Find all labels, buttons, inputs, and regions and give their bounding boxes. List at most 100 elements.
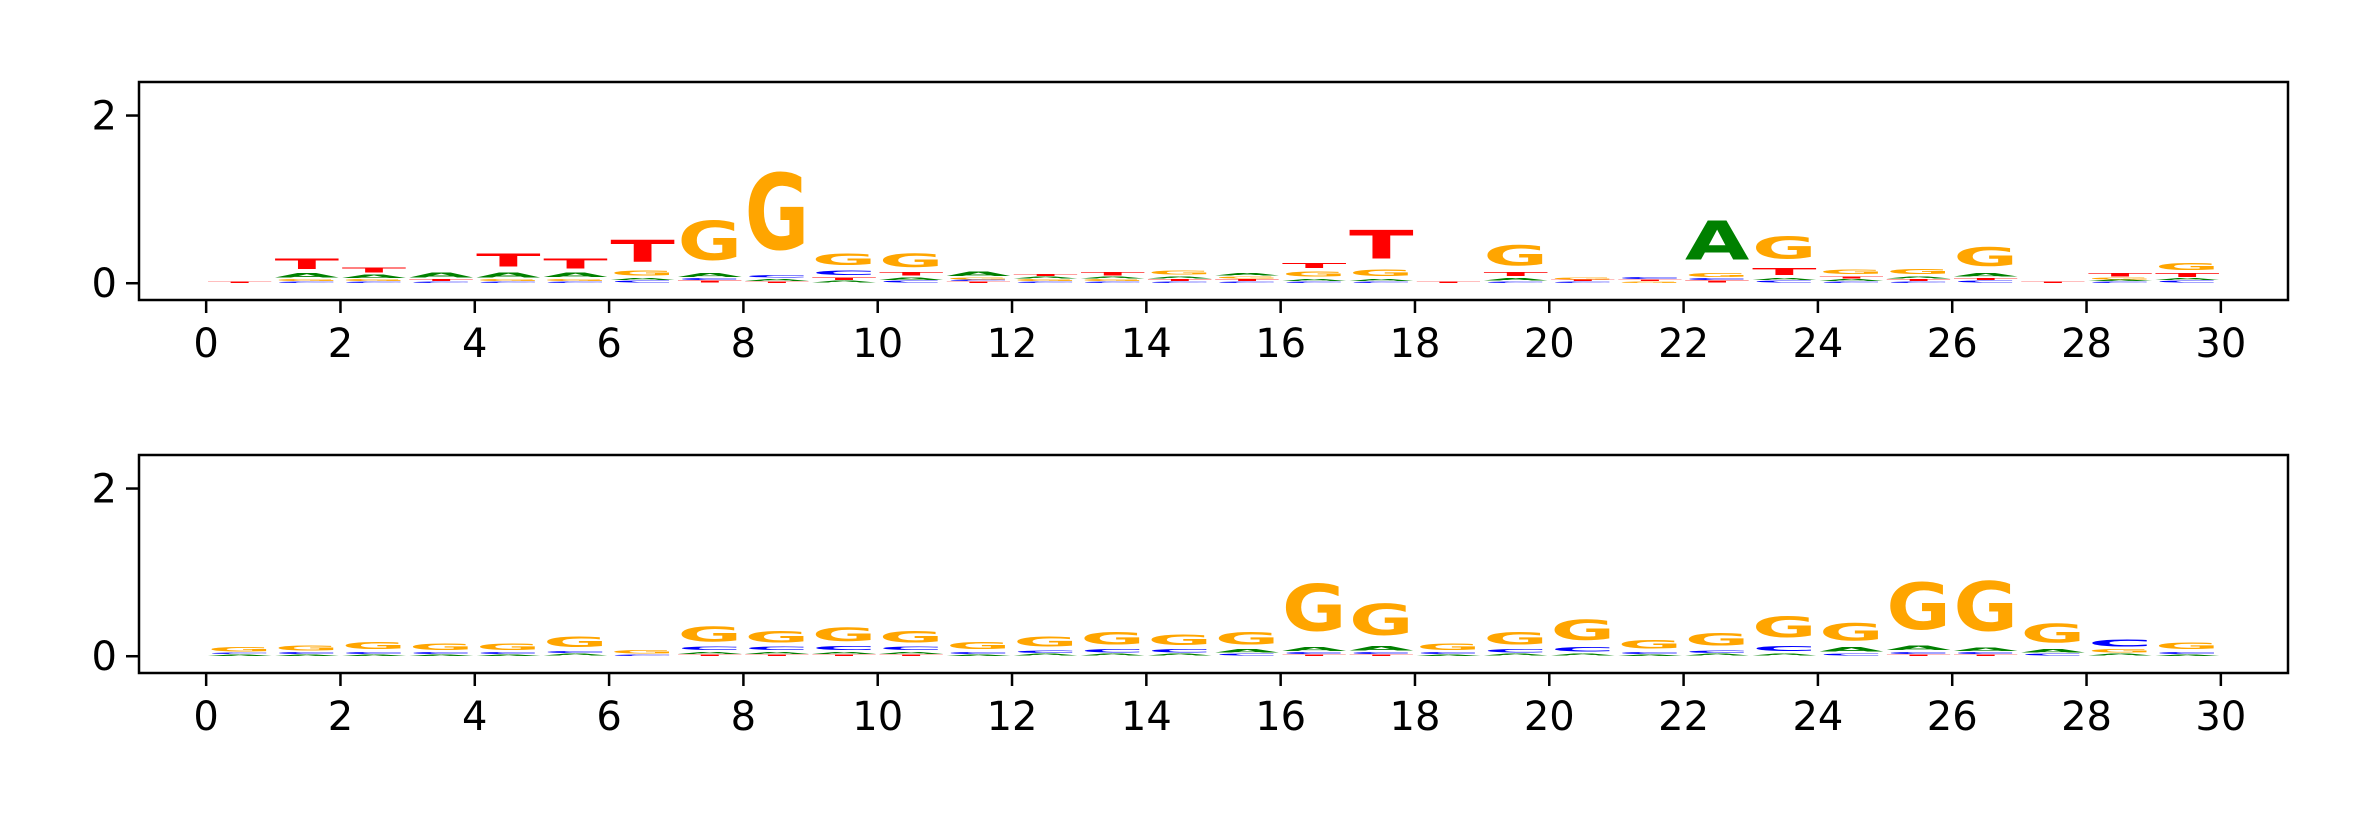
- logo-letter-T-pos-29: T: [2155, 272, 2220, 278]
- logo-letter-A-pos-23: A: [1752, 653, 1817, 656]
- logo-letter-A-pos-0: A: [207, 655, 272, 657]
- logo-letter-T-pos-17: T: [1349, 655, 1414, 657]
- logo-letter-T-pos-8: T: [745, 282, 810, 284]
- logo-letters: T CGATCGATCTACGATCGATCAGTTCAGTACGATCGCATG…: [207, 153, 2220, 283]
- logo-letter-G-pos-7: G: [678, 210, 742, 272]
- logo-letter-C-pos-24: C: [1819, 653, 1883, 656]
- logo-letter-G-pos-4: G: [476, 642, 540, 652]
- x-tick-label: 6: [596, 694, 621, 740]
- x-tick-label: 4: [462, 694, 487, 740]
- logo-letter-A-pos-19: A: [1483, 277, 1548, 281]
- logo-letter-G-pos-13: G: [1081, 279, 1145, 282]
- logo-letter-G-pos-15: G: [1215, 277, 1279, 280]
- logo-letter-T-pos-19: T: [1483, 272, 1548, 278]
- logo-letter-A-pos-22: A: [1685, 654, 1750, 657]
- logo-letter-G-pos-10: G: [879, 628, 943, 646]
- logo-letter-C-pos-26: C: [1954, 652, 2018, 655]
- logo-letter-G-pos-23: G: [1752, 231, 1816, 266]
- logo-letter-G-pos-12: G: [1013, 279, 1077, 282]
- logo-letter-T-pos-14: T: [1148, 279, 1213, 282]
- logo-letter-A-pos-27: A: [2021, 649, 2086, 654]
- logo-letter-C-pos-12: C: [1013, 282, 1077, 284]
- logo-letter-C-pos-8: C: [745, 646, 809, 651]
- logo-letter-C-pos-10: C: [879, 281, 943, 284]
- x-tick-label: 16: [1255, 694, 1306, 740]
- logo-letter-A-pos-20: A: [1551, 653, 1616, 656]
- logo-letter-A-pos-7: A: [678, 651, 743, 654]
- logo-letter-C-pos-17: C: [1349, 282, 1413, 284]
- logo-letter-T-pos-26: T: [1954, 277, 2019, 280]
- logo-letter-A-pos-29: A: [2155, 655, 2220, 657]
- x-tick-label: 30: [2195, 694, 2246, 740]
- logo-letter-G-pos-9: G: [812, 251, 876, 269]
- logo-letter-C-pos-6: C: [610, 281, 674, 284]
- logo-letter-A-pos-5: A: [543, 654, 608, 657]
- logo-letter-A-pos-10: A: [879, 651, 944, 654]
- logo-letter-C-pos-7: C: [678, 278, 742, 281]
- logo-letter-A-pos-12: A: [1013, 654, 1078, 657]
- logo-letter-A-pos-29: A: [2155, 278, 2220, 281]
- logo-letter-A-pos-8: A: [745, 278, 810, 281]
- logo-letter-G-pos-8: G: [745, 153, 809, 274]
- logo-letter-G-pos-2: G: [342, 279, 406, 282]
- logo-letter-T-pos-17: T: [1349, 223, 1413, 269]
- logo-letter-G-pos-2: G: [342, 640, 406, 652]
- logo-letter-C-pos-26: C: [1954, 281, 2018, 284]
- logo-letter-T-pos-25: T: [1886, 279, 1951, 282]
- logo-letter-T-pos-18: T: [1416, 282, 1481, 284]
- logo-letter-T-pos-15: T: [1215, 279, 1280, 282]
- logo-letter-C-pos-1: C: [275, 282, 339, 284]
- logo-letter-C-pos-0: C: [207, 653, 271, 655]
- logo-letter-C-pos-19: C: [1483, 282, 1547, 284]
- logo-letter-T-pos-7: T: [678, 655, 743, 657]
- logo-letter-G-pos-0: G: [207, 646, 271, 653]
- logo-letter-C-pos-2: C: [342, 651, 406, 654]
- logo-letter-C-pos-11: C: [946, 651, 1010, 654]
- logo-letter-C-pos-19: C: [1483, 649, 1547, 654]
- x-tick-label: 24: [1792, 321, 1843, 367]
- logo-letter-G-pos-17: G: [1349, 268, 1413, 278]
- logo-letter-G-pos-10: G: [879, 250, 943, 272]
- logo-letter-G-pos-11: G: [946, 640, 1010, 652]
- logo-letter-C-pos-8: C: [745, 274, 809, 278]
- logo-letter-A-pos-7: A: [678, 272, 743, 278]
- logo-letter-T-pos-16: T: [1282, 655, 1347, 657]
- logo-letter-C-pos-13: C: [1081, 282, 1145, 284]
- logo-letter-C-pos-29: C: [2155, 281, 2219, 284]
- logo-letter-G-pos-8: G: [745, 628, 809, 646]
- logo-letter-C-pos-23: C: [1752, 281, 1816, 284]
- logo-letter-A-pos-3: A: [409, 655, 474, 657]
- logo-letter-C-pos-5: C: [543, 282, 607, 284]
- logo-letter-T-pos-10: T: [879, 272, 944, 277]
- logo-letter-A-pos-11: A: [946, 271, 1011, 278]
- logo-letter-C-pos-4: C: [476, 282, 540, 284]
- logo-letter-G-pos-11: G: [946, 277, 1010, 280]
- logo-letter-G-pos-14: G: [1148, 270, 1212, 276]
- logo-letter-T-pos-16: T: [1282, 261, 1347, 269]
- logo-letter-T-pos-22: T: [1685, 281, 1750, 284]
- x-tick-label: 22: [1658, 321, 1709, 367]
- logo-letter-G-pos-4: G: [476, 279, 540, 282]
- logo-letter-C-pos-22: C: [1685, 650, 1749, 654]
- logo-letter-G-pos-16: G: [1282, 270, 1346, 278]
- logo-letter-T-pos-4: T: [476, 250, 541, 271]
- logo-letter-A-pos-26: A: [1954, 272, 2019, 277]
- logo-letter-G-pos-24: G: [1819, 618, 1883, 646]
- x-tick-label: 12: [987, 321, 1038, 367]
- logo-letter-A-pos-24: A: [1819, 279, 1884, 282]
- logo-letter-T-pos-3: T: [409, 279, 474, 282]
- logo-letter-G-pos-28: G: [2088, 649, 2152, 654]
- x-tick-label: 2: [328, 694, 353, 740]
- x-tick-label: 6: [596, 321, 621, 367]
- logo-letter-C-pos-3: C: [409, 652, 473, 655]
- logo-letter-C-pos-3: C: [409, 282, 473, 284]
- logo-letter-G-pos-9: G: [812, 624, 876, 646]
- x-tick-label: 8: [731, 694, 756, 740]
- logo-letter-A-pos-19: A: [1483, 654, 1548, 657]
- logo-letter-G-pos-29: G: [2155, 261, 2219, 273]
- logo-letter-C-pos-11: C: [946, 280, 1010, 282]
- y-tick-label: 2: [92, 94, 117, 140]
- y-tick-label: 0: [92, 261, 117, 307]
- logo-letter-G-pos-23: G: [1752, 611, 1816, 644]
